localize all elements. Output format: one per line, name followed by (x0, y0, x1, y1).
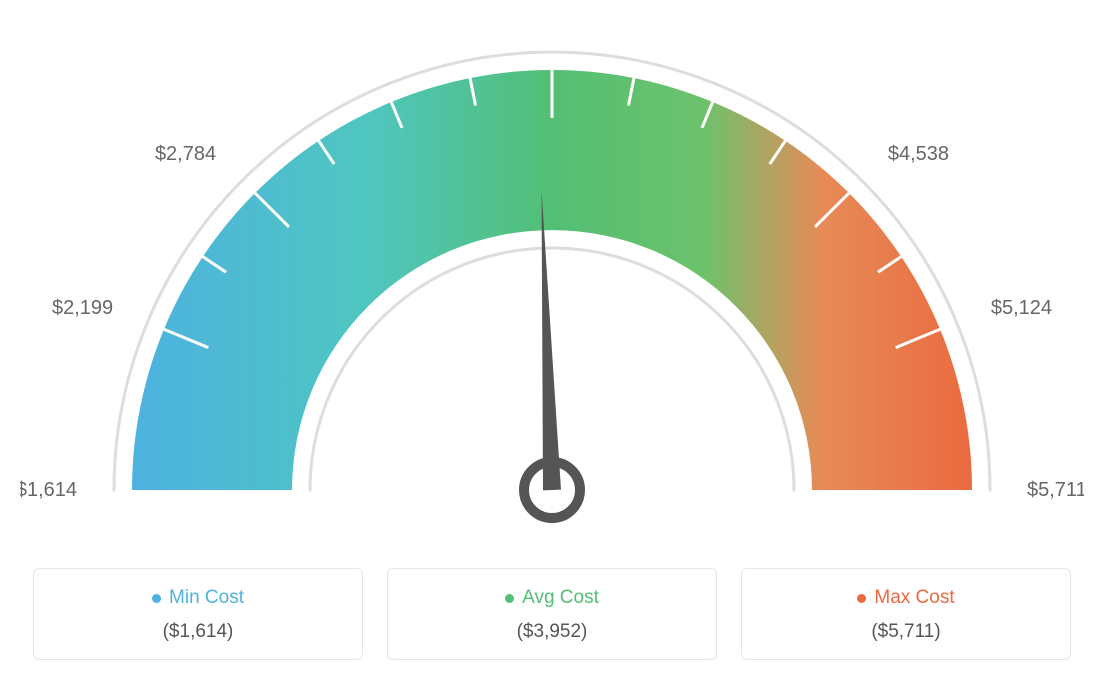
dot-icon (505, 594, 514, 603)
legend-value-avg: ($3,952) (398, 621, 706, 643)
legend-value-min: ($1,614) (44, 621, 352, 643)
legend-row: Min Cost ($1,614) Avg Cost ($3,952) Max … (20, 568, 1084, 660)
legend-label: Max Cost (874, 587, 954, 609)
dot-icon (857, 594, 866, 603)
gauge-tick-label: $2,199 (52, 297, 113, 319)
legend-label: Avg Cost (522, 587, 599, 609)
cost-gauge-chart: $1,614$2,199$2,784$3,952$4,538$5,124$5,7… (20, 20, 1084, 660)
gauge-tick-label: $5,124 (991, 297, 1052, 319)
legend-card-max: Max Cost ($5,711) (741, 568, 1071, 660)
legend-title-min: Min Cost (152, 587, 244, 609)
legend-title-max: Max Cost (857, 587, 954, 609)
legend-value-max: ($5,711) (752, 621, 1060, 643)
gauge-tick-label: $5,711 (1027, 479, 1084, 501)
gauge-tick-label: $1,614 (20, 479, 77, 501)
legend-card-avg: Avg Cost ($3,952) (387, 568, 717, 660)
legend-label: Min Cost (169, 587, 244, 609)
legend-card-min: Min Cost ($1,614) (33, 568, 363, 660)
gauge-tick-label: $2,784 (155, 143, 216, 165)
legend-title-avg: Avg Cost (505, 587, 599, 609)
gauge-svg: $1,614$2,199$2,784$3,952$4,538$5,124$5,7… (20, 20, 1084, 540)
gauge-needle (542, 190, 561, 490)
gauge-tick-label: $4,538 (888, 143, 949, 165)
dot-icon (152, 594, 161, 603)
